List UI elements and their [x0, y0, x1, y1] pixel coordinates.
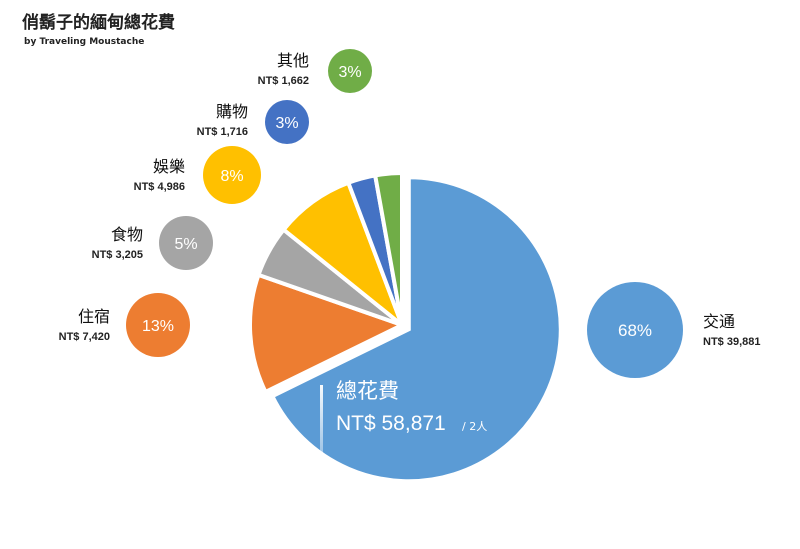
category-name-transport: 交通 [703, 312, 735, 331]
legend-bubble-shopping [265, 100, 309, 144]
amount-label-transport: NT$ 39,881 [703, 336, 760, 348]
percent-label-shopping: 3% [275, 115, 298, 132]
percent-label-other: 3% [338, 64, 361, 81]
amount-label-lodging: NT$ 7,420 [59, 331, 110, 343]
pie-slice-other [372, 170, 404, 326]
percent-label-food: 5% [174, 236, 197, 253]
category-name-food: 食物 [111, 225, 143, 244]
pie-slices [248, 170, 563, 484]
amount-label-shopping: NT$ 1,716 [197, 126, 248, 138]
amount-label-food: NT$ 3,205 [92, 249, 143, 261]
pie-slice-transport [269, 175, 563, 484]
amount-label-entertainment: NT$ 4,986 [134, 181, 185, 193]
percent-label-transport: 68% [618, 321, 652, 340]
total-per-person: / 2人 [462, 420, 487, 433]
percent-label-lodging: 13% [142, 318, 174, 335]
legend-markers: 68% 交通 NT$ 39,881 13% 住宿 NT$ 7,420 5% 食物 NT$ 3,2… [59, 49, 760, 378]
chart-subtitle: by Traveling Moustache [24, 37, 145, 47]
legend-bubble-food [159, 216, 213, 270]
legend-bubble-entertainment [203, 146, 261, 204]
category-name-entertainment: 娛樂 [153, 157, 185, 176]
amount-label-other: NT$ 1,662 [258, 75, 309, 87]
chart-title: 俏鬍子的緬甸總花費 [22, 13, 175, 33]
total-title: 總花費 [336, 379, 399, 403]
category-name-lodging: 住宿 [78, 307, 110, 326]
category-name-shopping: 購物 [216, 102, 248, 121]
pie-slice-lodging [248, 272, 408, 395]
legend-bubble-lodging [126, 293, 190, 357]
legend-bubble-transport [587, 282, 683, 378]
legend-bubble-other [328, 49, 372, 93]
category-name-other: 其他 [277, 51, 309, 70]
percent-label-entertainment: 8% [220, 168, 243, 185]
total-amount: NT$ 58,871 [336, 412, 446, 435]
total-guide-line [320, 385, 323, 505]
